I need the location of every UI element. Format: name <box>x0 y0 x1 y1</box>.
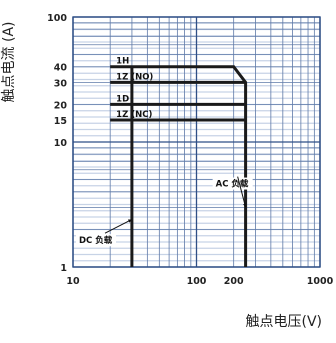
annotation-background <box>76 234 116 247</box>
y-tick-label: 40 <box>54 63 68 74</box>
annotation-arrow <box>237 176 247 208</box>
x-tick-label: 200 <box>224 276 244 287</box>
annotation-arrow <box>104 219 133 234</box>
annotation-arrowhead <box>243 203 247 208</box>
annotation-label: AC 负载 <box>216 179 249 190</box>
x-axis-label: 触点电压(V) <box>245 314 322 330</box>
y-tick-label: 100 <box>47 13 67 24</box>
x-tick-label: 1000 <box>307 276 334 287</box>
annotation-background <box>212 177 253 190</box>
y-tick-label: 1 <box>60 263 67 274</box>
x-tick-label: 100 <box>187 276 207 287</box>
x-tick-label: 10 <box>66 276 80 287</box>
annotation-arrowhead <box>127 219 132 223</box>
y-tick-label: 20 <box>54 100 68 111</box>
tick-labels: 1 10 15 20 30 40 100 10 100 200 1000 <box>47 13 333 287</box>
y-tick-label: 30 <box>54 78 68 89</box>
series-layer <box>110 65 248 267</box>
series-label: 1D <box>116 94 129 104</box>
annotations: AC 负载 DC 负载 <box>76 176 253 247</box>
series-line <box>110 65 248 267</box>
series-label: 1Z (NC) <box>116 110 152 120</box>
y-axis-label: 触点电流 (A) <box>1 22 17 103</box>
series-labels: 1H 1Z (NO) 1D 1Z (NC) <box>116 57 153 120</box>
annotation-label: DC 负载 <box>79 235 113 246</box>
plot-frame <box>72 16 321 268</box>
y-tick-label: 15 <box>54 116 67 127</box>
series-label: 1H <box>116 57 129 67</box>
series-label: 1Z (NO) <box>116 72 153 82</box>
grid-layer <box>72 16 321 268</box>
y-tick-label: 10 <box>54 138 68 149</box>
